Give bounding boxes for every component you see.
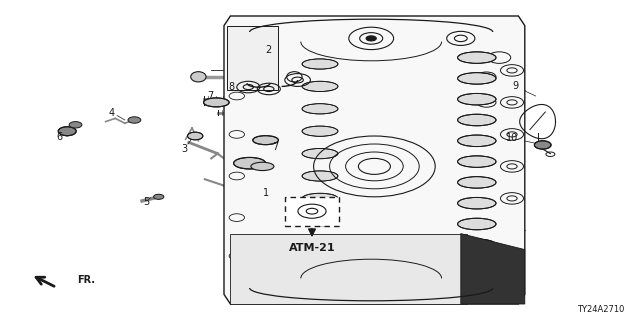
Ellipse shape xyxy=(458,73,496,84)
Text: 7: 7 xyxy=(207,91,213,101)
Ellipse shape xyxy=(191,72,206,82)
Ellipse shape xyxy=(458,52,496,63)
Ellipse shape xyxy=(458,260,496,271)
Ellipse shape xyxy=(302,81,338,92)
Text: 10: 10 xyxy=(506,133,518,143)
Circle shape xyxy=(58,127,76,136)
Ellipse shape xyxy=(302,171,338,181)
Ellipse shape xyxy=(302,126,338,136)
Ellipse shape xyxy=(458,239,496,251)
Circle shape xyxy=(366,36,376,41)
FancyBboxPatch shape xyxy=(285,197,339,226)
Ellipse shape xyxy=(458,135,496,147)
Text: 3: 3 xyxy=(181,144,188,154)
Circle shape xyxy=(188,132,203,140)
Ellipse shape xyxy=(302,260,338,271)
Circle shape xyxy=(534,141,551,149)
Circle shape xyxy=(128,117,141,123)
Ellipse shape xyxy=(458,197,496,209)
Ellipse shape xyxy=(234,157,266,169)
Ellipse shape xyxy=(253,136,278,145)
Text: 7: 7 xyxy=(272,142,278,152)
Text: ATM-21: ATM-21 xyxy=(289,243,335,253)
Ellipse shape xyxy=(458,114,496,126)
Text: 1: 1 xyxy=(262,188,269,198)
Ellipse shape xyxy=(458,93,496,105)
Polygon shape xyxy=(224,16,525,304)
Circle shape xyxy=(154,194,164,199)
Polygon shape xyxy=(227,26,278,90)
Ellipse shape xyxy=(251,162,274,171)
Text: 9: 9 xyxy=(512,81,518,92)
Ellipse shape xyxy=(458,218,496,230)
Text: 8: 8 xyxy=(228,82,235,92)
Ellipse shape xyxy=(302,238,338,248)
Ellipse shape xyxy=(302,104,338,114)
Text: 5: 5 xyxy=(143,197,149,207)
Ellipse shape xyxy=(458,177,496,188)
Ellipse shape xyxy=(302,216,338,226)
Polygon shape xyxy=(461,234,525,304)
Ellipse shape xyxy=(204,98,229,107)
Text: 4: 4 xyxy=(109,108,115,118)
Text: 6: 6 xyxy=(56,132,63,142)
Circle shape xyxy=(69,122,82,128)
Polygon shape xyxy=(230,234,467,304)
Ellipse shape xyxy=(302,148,338,159)
Ellipse shape xyxy=(302,59,338,69)
Ellipse shape xyxy=(302,193,338,204)
Text: TY24A2710: TY24A2710 xyxy=(577,305,624,314)
Ellipse shape xyxy=(458,156,496,167)
Text: 2: 2 xyxy=(266,44,272,55)
Text: FR.: FR. xyxy=(77,275,95,285)
